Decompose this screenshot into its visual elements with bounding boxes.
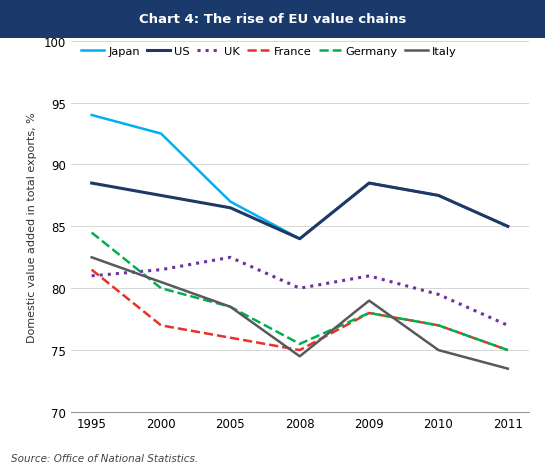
Text: Chart 4: The rise of EU value chains: Chart 4: The rise of EU value chains [139, 13, 406, 26]
Legend: Japan, US, UK, France, Germany, Italy: Japan, US, UK, France, Germany, Italy [81, 47, 457, 57]
Text: Source: Office of National Statistics.: Source: Office of National Statistics. [11, 453, 198, 463]
Y-axis label: Domestic value added in total exports, %: Domestic value added in total exports, % [27, 112, 37, 342]
